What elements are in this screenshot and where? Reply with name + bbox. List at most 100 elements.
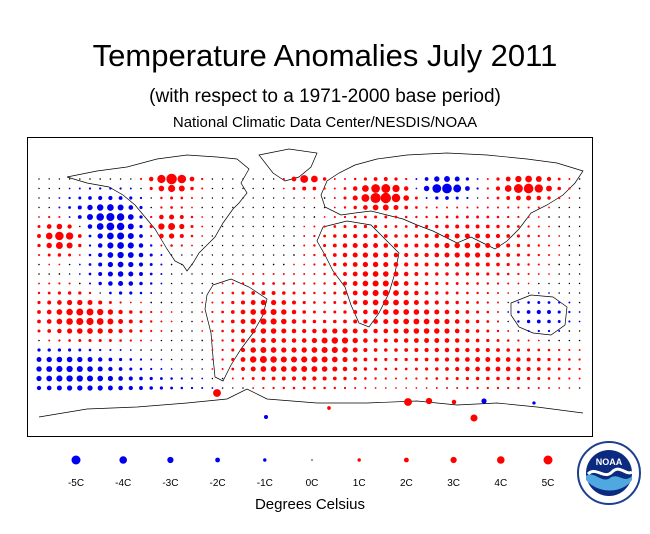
anomaly-dot: [425, 377, 428, 380]
anomaly-dot: [230, 310, 235, 314]
anomaly-dot: [191, 244, 193, 247]
anomaly-dot: [548, 225, 550, 228]
anomaly-dot: [252, 225, 254, 228]
anomaly-dot: [353, 224, 357, 229]
anomaly-dot: [343, 376, 347, 381]
anomaly-dot: [445, 377, 449, 380]
anomaly-dot: [68, 206, 71, 209]
anomaly-dot: [160, 244, 163, 247]
anomaly-dot: [373, 338, 378, 343]
anomaly-dot: [506, 348, 511, 352]
anomaly-dot: [251, 291, 256, 295]
anomaly-dot: [191, 330, 193, 332]
anomaly-dot: [323, 310, 326, 314]
anomaly-dot: [517, 282, 520, 285]
anomaly-dot: [250, 366, 256, 372]
anomaly-dot: [485, 366, 491, 372]
anomaly-dot: [106, 212, 115, 222]
anomaly-dot: [140, 349, 142, 351]
legend-label: 3C: [447, 478, 460, 489]
anomaly-dot: [373, 309, 379, 315]
anomaly-dot: [283, 206, 285, 209]
legend: -5C -4C -3C -2C -1C 0C 1C 2C 3C 4C 5C: [68, 455, 554, 489]
anomaly-dot: [343, 187, 347, 190]
anomaly-dot: [312, 310, 316, 314]
anomaly-dot: [88, 282, 92, 285]
anomaly-dot: [393, 309, 399, 315]
anomaly-dot: [140, 301, 142, 304]
anomaly-dot: [76, 308, 84, 316]
legend-label: -3C: [162, 478, 178, 489]
anomaly-dot: [68, 282, 71, 285]
anomaly-dot: [434, 328, 440, 334]
anomaly-dot: [403, 338, 409, 343]
anomaly-dot: [36, 366, 42, 372]
anomaly-dot: [291, 309, 297, 315]
anomaly-dot: [568, 225, 571, 228]
anomaly-dot: [119, 357, 123, 362]
anomaly-dot: [424, 338, 430, 343]
anomaly-dot: [211, 206, 214, 209]
anomaly-dot: [118, 367, 123, 371]
anomaly-dot: [558, 301, 561, 304]
anomaly-dot: [323, 291, 326, 295]
anomaly-dot: [48, 273, 51, 275]
anomaly-dot: [221, 377, 224, 380]
anomaly-dot: [517, 310, 520, 314]
anomaly-dot: [414, 262, 419, 267]
anomaly-dot: [485, 347, 490, 353]
legend-label: -5C: [68, 478, 84, 489]
anomaly-dot: [55, 242, 63, 249]
anomaly-dot: [138, 262, 144, 267]
anomaly-dot: [414, 234, 419, 238]
anomaly-dot: [311, 175, 318, 183]
anomaly-dot: [67, 299, 73, 306]
anomaly-dot: [414, 357, 419, 362]
anomaly-dot: [149, 186, 153, 191]
anomaly-dot: [558, 292, 561, 294]
anomaly-dot: [191, 254, 193, 256]
anomaly-dot: [109, 291, 112, 295]
anomaly-dot: [38, 263, 40, 266]
anomaly-dot: [353, 215, 357, 219]
anomaly-dot: [47, 291, 51, 295]
anomaly-dot: [465, 310, 470, 314]
anomaly-dot: [558, 216, 560, 218]
anomaly-dot: [395, 387, 397, 389]
legend-dot: [71, 455, 81, 465]
anomaly-dot: [128, 261, 134, 268]
anomaly-dot: [442, 183, 452, 194]
anomaly-dot: [242, 254, 244, 256]
anomaly-dot: [313, 291, 316, 295]
anomaly-dot: [372, 204, 379, 211]
anomaly-dot: [180, 386, 184, 390]
anomaly-dot: [262, 244, 265, 247]
anomaly-dot: [201, 368, 203, 370]
anomaly-dot: [302, 376, 307, 381]
anomaly-dot: [76, 365, 83, 373]
anomaly-dot: [88, 272, 92, 276]
anomaly-dot: [362, 261, 369, 268]
anomaly-dot: [568, 197, 571, 199]
anomaly-dot: [160, 292, 163, 294]
anomaly-dot: [191, 339, 193, 342]
anomaly-dot: [313, 263, 316, 266]
anomaly-dot: [313, 272, 316, 276]
anomaly-dot: [211, 216, 214, 218]
anomaly-dot: [536, 319, 541, 324]
anomaly-dot: [301, 356, 308, 363]
anomaly-dot: [404, 234, 408, 238]
anomaly-dot: [568, 348, 571, 352]
anomaly-dot: [485, 357, 491, 362]
anomaly-dot: [108, 281, 113, 286]
anomaly-dot: [301, 347, 307, 353]
anomaly-dot: [496, 282, 500, 285]
anomaly-dot: [353, 319, 358, 324]
anomaly-dot: [160, 282, 163, 285]
anomaly-dot: [38, 273, 40, 275]
anomaly-dot: [242, 197, 244, 199]
anomaly-dot: [527, 234, 530, 238]
noaa-logo-text: NOAA: [596, 457, 623, 467]
anomaly-dot: [46, 385, 52, 391]
anomaly-dot: [548, 339, 550, 342]
